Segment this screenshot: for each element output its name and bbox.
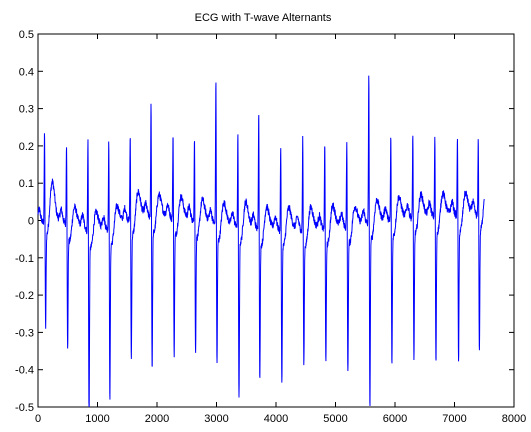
x-tick-label: 1000 [85, 413, 109, 425]
x-tick-label: 4000 [264, 413, 288, 425]
chart-title: ECG with T-wave Alternants [195, 12, 332, 24]
x-tick-label: 2000 [145, 413, 169, 425]
y-tick-label: 0 [28, 216, 34, 228]
ecg-series-line [37, 75, 485, 408]
y-tick-label: -0.5 [15, 402, 34, 414]
y-tick-label: 0.5 [19, 29, 34, 41]
x-tick-label: 3000 [204, 413, 228, 425]
x-tick-label: 6000 [383, 413, 407, 425]
x-tick-label: 8000 [502, 413, 526, 425]
y-tick-label: 0.3 [19, 104, 34, 116]
y-tick-label: -0.1 [15, 253, 34, 265]
y-tick-label: -0.3 [15, 327, 34, 339]
y-tick-label: -0.2 [15, 290, 34, 302]
x-tick-label: 7000 [442, 413, 466, 425]
y-tick-labels: -0.5 -0.4 -0.3 -0.2 -0.1 0 0.1 0.2 0.3 0.4 0.5 [15, 29, 34, 414]
x-tick-labels: 0 1000 2000 3000 4000 5000 6000 7000 8000 [35, 413, 526, 425]
y-tick-label: 0.4 [19, 66, 34, 78]
tick-marks [37, 33, 515, 408]
y-tick-label: 0.1 [19, 178, 34, 190]
x-tick-label: 0 [35, 413, 41, 425]
y-tick-label: -0.4 [15, 365, 34, 377]
y-tick-label: 0.2 [19, 141, 34, 153]
plot-area: 0 1000 2000 3000 4000 5000 6000 7000 8000 -0.5-0… [15, 29, 526, 425]
x-tick-label: 5000 [323, 413, 347, 425]
